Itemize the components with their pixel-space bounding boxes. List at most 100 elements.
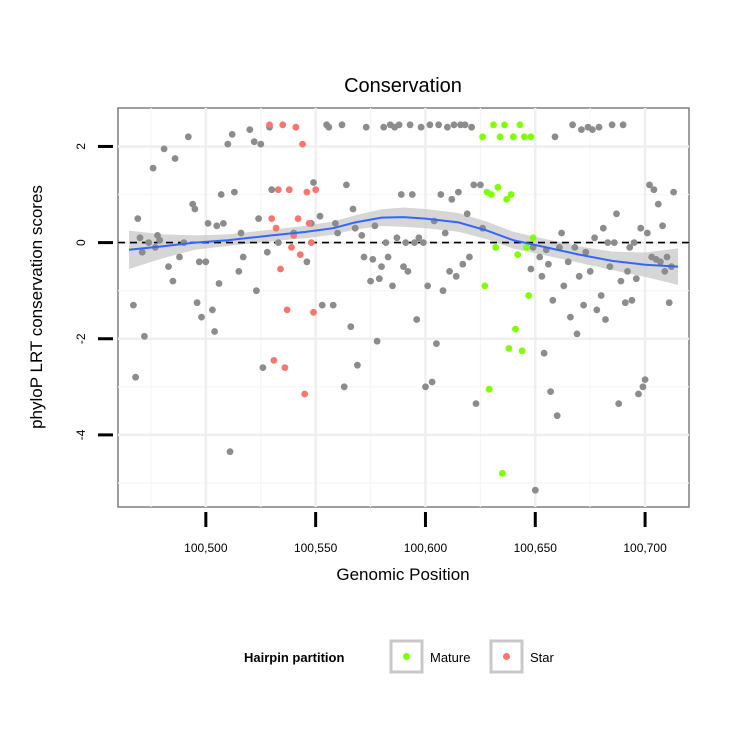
point-other: [397, 191, 405, 198]
point-other: [643, 229, 651, 237]
point-star: [277, 265, 284, 273]
point-other: [329, 301, 337, 309]
point-mature: [516, 121, 524, 129]
point-other: [650, 186, 658, 194]
point-other: [191, 205, 199, 213]
point-other: [422, 383, 429, 391]
point-other: [193, 299, 201, 307]
point-other: [553, 412, 561, 420]
point-other: [551, 133, 559, 141]
point-other: [619, 121, 627, 129]
point-mature: [498, 469, 506, 477]
point-star: [279, 121, 287, 129]
point-mature: [490, 121, 497, 129]
point-other: [389, 282, 396, 290]
point-mature: [512, 325, 519, 333]
plot-panel: [117, 107, 690, 508]
point-other: [169, 277, 177, 285]
legend-dot-mature: [403, 653, 410, 660]
point-other: [237, 229, 245, 237]
point-other: [659, 222, 666, 230]
point-other: [132, 373, 140, 381]
point-other: [408, 191, 416, 198]
point-other: [477, 181, 484, 189]
point-star: [307, 239, 315, 247]
point-other: [400, 263, 407, 270]
point-other: [446, 268, 453, 275]
point-other: [325, 123, 333, 131]
point-other: [340, 383, 348, 391]
point-other: [343, 181, 350, 189]
confidence-band-area: [129, 207, 678, 285]
point-star: [301, 390, 309, 398]
point-other: [231, 188, 238, 196]
point-other: [141, 332, 148, 340]
point-other: [310, 179, 317, 186]
point-other: [373, 337, 381, 345]
point-other: [349, 205, 357, 213]
point-other: [134, 215, 142, 223]
point-other: [130, 301, 137, 309]
point-other: [428, 378, 436, 386]
y-tick-label: 2: [74, 143, 88, 150]
point-other: [338, 121, 346, 129]
point-other: [334, 229, 341, 237]
smooth-confidence-band: [129, 207, 678, 285]
y-axis-title: phyloP LRT conservation scores: [27, 185, 46, 429]
point-other: [591, 234, 598, 242]
point-mature: [529, 234, 537, 242]
point-star: [281, 364, 289, 371]
point-other: [589, 126, 596, 133]
point-other: [459, 260, 467, 268]
point-mature: [514, 251, 522, 258]
point-star: [305, 220, 313, 227]
point-other: [597, 292, 605, 299]
point-other: [411, 239, 418, 247]
point-other: [455, 188, 462, 196]
point-other: [575, 272, 583, 280]
x-axis: 100,500 100,550 100,600 100,650 100,700: [184, 512, 667, 555]
point-other: [621, 299, 629, 307]
point-mature: [505, 345, 513, 352]
y-tick-label: 0: [74, 239, 88, 246]
point-other: [670, 188, 677, 196]
point-other: [538, 272, 546, 280]
point-mature: [520, 133, 528, 141]
point-other: [228, 131, 236, 138]
point-other: [165, 263, 172, 270]
point-other: [536, 253, 544, 261]
point-other: [450, 121, 458, 129]
y-tick-label: -2: [74, 333, 88, 344]
point-other: [138, 248, 146, 256]
point-other: [195, 258, 203, 266]
point-other: [176, 253, 183, 261]
smooth-trend-line: [128, 216, 679, 268]
point-other: [136, 234, 144, 242]
point-other: [610, 239, 618, 247]
point-other: [156, 236, 164, 244]
point-other: [382, 239, 390, 247]
point-other: [604, 239, 612, 247]
point-other: [560, 282, 568, 290]
point-other: [367, 277, 374, 285]
point-other: [246, 126, 254, 133]
point-other: [470, 181, 478, 189]
point-star: [288, 244, 295, 251]
point-star: [283, 306, 291, 314]
point-mature: [492, 244, 500, 251]
legend-label-mature: Mature: [430, 650, 470, 665]
point-other: [380, 123, 388, 131]
point-other: [160, 145, 168, 153]
point-other: [626, 244, 634, 251]
point-other: [580, 301, 587, 309]
point-other: [437, 191, 445, 198]
point-other: [250, 138, 258, 146]
point-other: [215, 280, 223, 287]
point-other: [567, 313, 574, 321]
point-mature: [501, 121, 508, 129]
point-other: [255, 215, 262, 223]
point-other: [235, 268, 243, 275]
point-other: [274, 239, 282, 247]
point-other: [426, 121, 434, 129]
point-other: [184, 133, 192, 141]
